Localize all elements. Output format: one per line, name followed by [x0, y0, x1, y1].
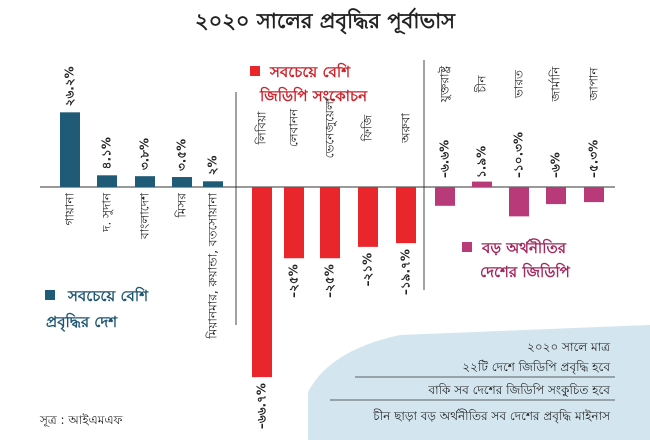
- category-label-0-3: মিসর: [175, 193, 189, 219]
- legend-major-line1: বড় অর্থনীতির: [481, 238, 567, 257]
- legend-swatch-contraction: [250, 66, 260, 76]
- bar-1-3: [358, 187, 378, 247]
- legend-contraction-line2: জিডিপি সংকোচন: [259, 86, 368, 105]
- source-label: সূত্র : আইএমএফ: [39, 413, 123, 428]
- value-label-2-3: –৬%: [549, 152, 563, 178]
- legend-growth-line1: সবচেয়ে বেশি: [67, 286, 149, 305]
- category-label-1-3: ফিজি: [361, 115, 375, 143]
- value-label-0-2: ৩.৮%: [138, 138, 152, 170]
- category-label-2-1: চীন: [475, 75, 489, 94]
- category-label-1-1: লেবানন: [287, 108, 301, 147]
- category-label-2-4: জাপান: [587, 67, 601, 102]
- bar-2-0: [435, 187, 455, 206]
- value-label-0-4: ২%: [206, 155, 220, 175]
- note-line-4: চীন ছাড়া বড় অর্থনীতির সব দেশের প্রবৃদ্…: [372, 409, 611, 424]
- bar-2-1: [472, 181, 492, 187]
- bars-layer: ২৬.২% গায়ানা ৪.১% দ. সুদান ৩.৮% বাংলাদেশ ৩.৫%…: [60, 65, 604, 429]
- legend-contraction-line1: সবচেয়ে বেশি: [269, 62, 351, 81]
- bar-0-4: [203, 181, 223, 187]
- value-label-2-0: –৬.৬%: [438, 140, 452, 178]
- bar-2-3: [546, 187, 566, 205]
- category-label-1-0: লিবিয়া: [255, 111, 269, 146]
- value-label-0-3: ৩.৫%: [175, 139, 189, 171]
- chart-title: ২০২০ সালের প্রবৃদ্ধির পূর্বাভাস: [195, 7, 456, 35]
- bar-2-4: [584, 187, 604, 203]
- notes-bubble: [308, 325, 650, 440]
- category-label-2-0: যুক্তরাষ্ট্র: [438, 65, 453, 103]
- category-label-0-2: বাংলাদেশ: [138, 192, 152, 240]
- value-label-0-1: ৪.১%: [100, 137, 114, 169]
- value-label-2-4: –৫.৩%: [587, 140, 601, 178]
- legend-growth-line2: প্রবৃদ্ধির দেশ: [46, 312, 118, 333]
- bar-1-2: [320, 187, 340, 259]
- category-label-2-2: ভারত: [512, 69, 526, 99]
- category-label-2-3: জার্মানি: [549, 66, 563, 103]
- bar-0-0: [60, 112, 80, 187]
- legend-swatch-major: [462, 242, 472, 252]
- note-line-1: ২০২০ সালে মাত্র: [527, 340, 610, 354]
- value-label-1-0: –৬৬.৭%: [255, 383, 269, 429]
- bar-0-2: [135, 176, 155, 187]
- bar-0-1: [97, 175, 117, 187]
- category-label-1-4: অরুবা: [399, 113, 413, 144]
- bar-1-1: [284, 187, 304, 259]
- bar-2-2: [509, 187, 529, 217]
- category-label-0-4: মিয়ানমার, রুয়ান্ডা, বতসোয়ানা: [206, 192, 220, 339]
- category-label-0-0: গায়ানা: [63, 192, 77, 225]
- value-label-1-3: –২১%: [361, 253, 375, 287]
- value-label-1-4: –১৯.৭%: [399, 249, 413, 295]
- value-label-2-1: ১.৯%: [475, 146, 489, 178]
- note-line-3: বাকি সব দেশের জিডিপি সংকুচিত হবে: [427, 383, 610, 398]
- value-label-1-2: –২৫%: [323, 264, 337, 298]
- legend-swatch-growth: [45, 290, 55, 300]
- category-label-1-2: ভেনেজুয়েলা: [323, 97, 338, 158]
- category-label-0-1: দ. সুদান: [100, 192, 115, 233]
- value-label-2-2: –১০.৩%: [512, 132, 526, 178]
- note-line-2: ২২টি দেশে জিডিপি প্রবৃদ্ধি হবে: [462, 360, 610, 375]
- value-label-0-0: ২৬.২%: [63, 66, 77, 106]
- legend-major-line2: দেশের জিডিপি: [480, 262, 571, 281]
- bar-0-3: [172, 177, 192, 187]
- bar-1-0: [252, 187, 272, 378]
- bar-1-4: [396, 187, 416, 244]
- value-label-1-1: –২৫%: [287, 264, 301, 298]
